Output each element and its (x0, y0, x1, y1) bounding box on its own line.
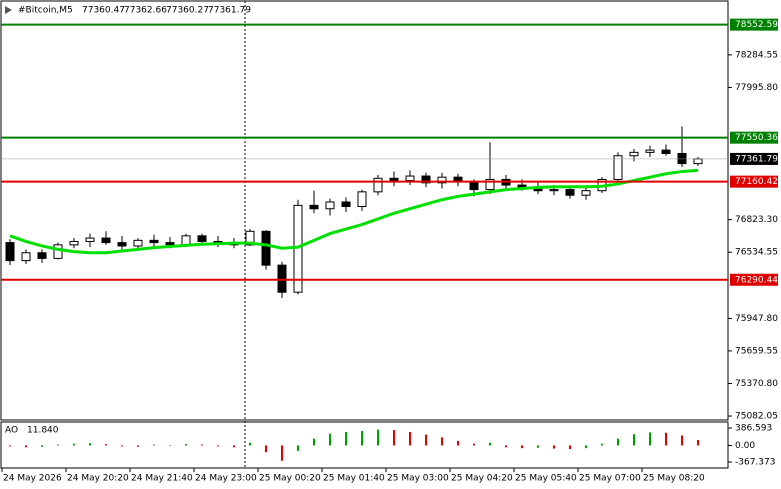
last-price-label: 77361.79 (735, 154, 778, 164)
main-frame (0, 0, 729, 421)
x-tick-label: 25 May 01:40 (323, 474, 385, 484)
candle-body (325, 201, 335, 210)
y-tick-label: 78284.55 (735, 50, 778, 60)
y-tick-label: 77995.80 (735, 83, 778, 93)
candle-body (469, 181, 479, 191)
candle-body (341, 201, 351, 207)
x-tick-label: 25 May 03:00 (387, 474, 449, 484)
candle-body (37, 252, 47, 259)
candle-body (581, 190, 591, 196)
indicator-name: AO (5, 426, 18, 436)
candle-body (21, 252, 31, 262)
candle-body (277, 264, 287, 293)
symbol-icon (5, 6, 12, 14)
candle-body (357, 191, 367, 207)
level-label: 76290.44 (735, 275, 778, 285)
x-tick-label: 25 May 04:20 (451, 474, 513, 484)
plot: 77360.47 77362.66 77360.27 77361.7978284.55… (1, 6, 778, 484)
y-tick-label: 75659.55 (735, 346, 778, 356)
candle-body (661, 149, 671, 154)
y-tick-label: -367.373 (735, 458, 775, 468)
candle-body (373, 177, 383, 193)
x-tick-label: 25 May 07:00 (579, 474, 641, 484)
candle-body (149, 239, 159, 244)
candle-body (5, 242, 15, 262)
y-tick-label: 0.00 (735, 441, 755, 451)
candle-body (405, 175, 415, 182)
header-value: 77362.66 (124, 6, 167, 16)
level-label: 77550.36 (735, 133, 778, 143)
candle-body (181, 235, 191, 246)
x-tick-label: 25 May 05:40 (515, 474, 577, 484)
y-tick-label: 76823.30 (735, 215, 778, 225)
x-tick-label: 25 May 00:20 (259, 474, 321, 484)
y-tick-label: 386.593 (735, 424, 772, 434)
level-label: 77160.42 (735, 177, 778, 187)
candle-body (645, 149, 655, 153)
x-tick-label: 24 May 2026 (3, 474, 62, 484)
candle-body (485, 178, 495, 191)
candle-body (117, 242, 127, 247)
candle-body (261, 230, 271, 266)
y-tick-label: 75370.80 (735, 379, 778, 389)
candle-body (133, 239, 143, 247)
candle-body (437, 176, 447, 184)
header-value: 77360.47 (82, 6, 125, 16)
y-tick-label: 75082.05 (735, 412, 778, 422)
chart-title: #Bitcoin,M5 (18, 6, 73, 16)
candle-body (69, 240, 79, 246)
indicator-value: 11.840 (27, 426, 59, 436)
x-tick-label: 25 May 08:20 (643, 474, 705, 484)
candle-body (549, 189, 559, 192)
candle-body (53, 244, 63, 259)
level-label-box (730, 273, 778, 286)
candle-body (677, 152, 687, 165)
x-tick-label: 24 May 20:20 (67, 474, 129, 484)
level-label-box (730, 18, 778, 31)
header-value: 77360.27 (166, 6, 209, 16)
moving-average (9, 168, 699, 255)
header-value: 77361.79 (208, 6, 251, 16)
candle-body (197, 235, 207, 242)
candle-body (389, 177, 399, 182)
candle-body (309, 204, 319, 210)
candle-body (629, 151, 639, 157)
candle-body (85, 237, 95, 242)
candle-body (565, 189, 575, 196)
last-price-box (730, 152, 778, 165)
level-label: 78552.59 (735, 20, 778, 30)
y-tick-label: 75947.80 (735, 314, 778, 324)
x-tick-label: 24 May 21:40 (131, 474, 193, 484)
candle-body (101, 237, 111, 244)
y-tick-label: 76534.55 (735, 248, 778, 258)
x-tick-label: 24 May 23:00 (195, 474, 257, 484)
level-label-box (730, 175, 778, 188)
candle-body (421, 175, 431, 184)
candle-body (165, 242, 175, 246)
candle-body (245, 230, 255, 246)
candle-body (613, 155, 623, 180)
level-label-box (730, 131, 778, 144)
candle-body (693, 158, 703, 165)
